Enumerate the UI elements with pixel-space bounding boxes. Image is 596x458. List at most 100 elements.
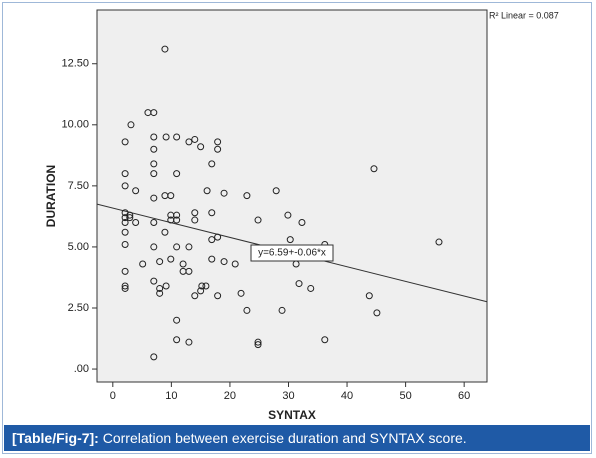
data-point — [173, 316, 181, 324]
data-point — [173, 216, 181, 224]
data-point — [150, 133, 158, 141]
data-point — [286, 236, 294, 244]
data-point — [156, 284, 164, 292]
data-point — [198, 282, 206, 290]
r2-label: R² Linear = 0.087 — [489, 10, 559, 20]
data-point — [150, 277, 158, 285]
fit-label-box — [250, 244, 334, 262]
data-point — [435, 238, 443, 246]
data-point — [121, 214, 129, 222]
data-point — [203, 187, 211, 195]
data-point — [237, 289, 245, 297]
data-point — [167, 255, 175, 263]
data-point — [150, 170, 158, 178]
data-point — [121, 282, 129, 290]
x-axis-label: SYNTAX — [268, 408, 316, 422]
data-point — [191, 292, 199, 300]
data-point — [121, 170, 129, 178]
data-point — [150, 109, 158, 117]
data-point — [167, 192, 175, 200]
data-point — [220, 189, 228, 197]
x-tick-label: 0 — [110, 390, 116, 402]
data-point — [139, 260, 147, 268]
x-tick-label: 20 — [224, 390, 236, 402]
y-axis-label: DURATION — [44, 165, 58, 227]
data-point — [208, 255, 216, 263]
data-point — [121, 267, 129, 275]
data-point — [185, 243, 193, 251]
data-point — [173, 133, 181, 141]
data-point — [162, 282, 170, 290]
data-point — [162, 133, 170, 141]
data-point — [121, 219, 129, 227]
data-point — [161, 228, 169, 236]
data-point — [173, 170, 181, 178]
x-tick-label: 40 — [341, 390, 353, 402]
data-point — [132, 219, 140, 227]
data-point — [231, 260, 239, 268]
caption: [Table/Fig-7]: Correlation between exerc… — [4, 425, 590, 451]
data-point — [284, 211, 292, 219]
data-point — [121, 284, 129, 292]
data-point — [197, 287, 205, 295]
data-point — [150, 243, 158, 251]
data-point — [121, 182, 129, 190]
data-point — [254, 338, 262, 346]
caption-text: Correlation between exercise duration an… — [102, 430, 467, 446]
data-point — [370, 165, 378, 173]
fit-label: y=6.59+-0.06*x — [258, 248, 326, 259]
data-point — [150, 194, 158, 202]
x-tick-label: 50 — [399, 390, 411, 402]
data-point — [220, 258, 228, 266]
data-point — [298, 219, 306, 227]
data-point — [191, 135, 199, 143]
x-tick-label: 60 — [458, 390, 470, 402]
data-point — [185, 138, 193, 146]
data-point — [156, 289, 164, 297]
data-point — [191, 216, 199, 224]
data-point — [121, 240, 129, 248]
data-point — [254, 216, 262, 224]
data-point — [156, 258, 164, 266]
data-point — [150, 353, 158, 361]
data-point — [365, 292, 373, 300]
x-tick-label: 10 — [165, 390, 177, 402]
data-point — [254, 341, 262, 349]
data-point — [307, 284, 315, 292]
data-point — [208, 209, 216, 217]
data-point — [208, 160, 216, 168]
caption-label: [Table/Fig-7]: — [12, 430, 99, 446]
data-point — [214, 145, 222, 153]
data-point — [161, 45, 169, 53]
data-point — [295, 280, 303, 288]
data-point — [214, 292, 222, 300]
data-point — [214, 233, 222, 241]
data-point — [272, 187, 280, 195]
data-point — [173, 243, 181, 251]
data-point — [150, 145, 158, 153]
data-point — [121, 138, 129, 146]
data-point — [202, 282, 210, 290]
data-point — [243, 192, 251, 200]
y-tick-label: 2.50 — [68, 302, 89, 314]
data-point — [214, 138, 222, 146]
y-tick-label: 7.50 — [68, 180, 89, 192]
data-point — [173, 336, 181, 344]
data-point — [197, 143, 205, 151]
data-point — [185, 267, 193, 275]
data-point — [126, 214, 134, 222]
data-point — [179, 260, 187, 268]
data-point — [127, 121, 135, 129]
data-point — [243, 306, 251, 314]
data-point — [373, 309, 381, 317]
data-point — [150, 219, 158, 227]
data-point — [150, 160, 158, 168]
data-point — [185, 338, 193, 346]
x-tick-label: 30 — [282, 390, 294, 402]
data-point — [121, 228, 129, 236]
data-point — [321, 336, 329, 344]
data-point — [132, 187, 140, 195]
data-point — [278, 306, 286, 314]
y-tick-label: 10.00 — [61, 119, 89, 131]
data-point — [173, 211, 181, 219]
